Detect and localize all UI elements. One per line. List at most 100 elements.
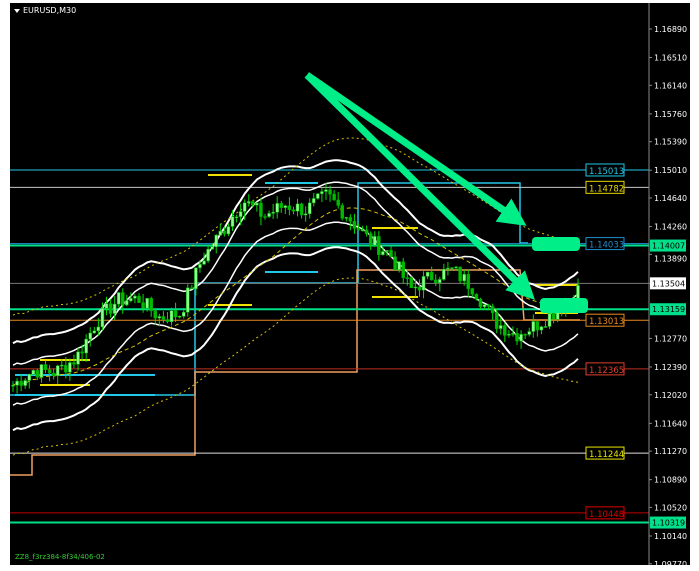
- arrow-icon: [304, 72, 535, 300]
- candle-body: [190, 287, 194, 290]
- candle-body: [503, 325, 507, 336]
- candle-body: [531, 321, 536, 332]
- candle-body: [462, 274, 466, 282]
- candle-body: [295, 203, 300, 212]
- triangle-down-icon[interactable]: [14, 8, 20, 13]
- candle-body: [72, 362, 76, 365]
- candle-body: [332, 193, 336, 201]
- candle-body: [344, 217, 349, 219]
- candle-body: [478, 298, 483, 307]
- channel-step-orange: [10, 269, 580, 476]
- candle-body: [120, 292, 125, 306]
- candle-body: [226, 226, 231, 235]
- candle-body: [230, 216, 235, 227]
- y-tick-label: 1.16890: [654, 25, 687, 34]
- candle-body: [15, 380, 19, 386]
- candle-body: [255, 202, 259, 206]
- candle-body: [442, 268, 446, 280]
- candle-body: [527, 331, 531, 335]
- candle-body: [112, 303, 117, 314]
- level-label-box: [585, 446, 625, 460]
- candle-body: [145, 298, 149, 309]
- level-label: 1.11244: [589, 450, 624, 460]
- moving-average: [12, 207, 579, 386]
- axis-price-marker: [650, 303, 686, 316]
- candle-body: [153, 310, 158, 319]
- candle-body: [450, 267, 454, 269]
- candle-body: [364, 229, 369, 234]
- level-label-box: [585, 313, 625, 327]
- candle-body: [108, 303, 113, 314]
- candle-body: [381, 251, 385, 255]
- axis-price-marker: [650, 239, 686, 252]
- y-tick-label: 1.10890: [654, 476, 687, 485]
- candle-body: [161, 316, 166, 320]
- candle-body: [60, 364, 64, 367]
- candle-body: [27, 374, 32, 381]
- axis-price-label: 1.13159: [652, 305, 685, 314]
- candle-body: [251, 201, 255, 206]
- y-tick-label: 1.15390: [654, 138, 687, 147]
- candle-body: [149, 298, 153, 312]
- candle-body: [446, 267, 450, 270]
- candle-body: [198, 264, 202, 269]
- bollinger-lower-outer: [12, 246, 579, 432]
- candle-body: [470, 288, 475, 295]
- chart-title[interactable]: EURUSD,M30: [14, 6, 76, 15]
- candle-body: [88, 332, 92, 340]
- candle-body: [340, 205, 344, 219]
- candle-body: [474, 293, 479, 300]
- y-tick-label: 1.12390: [654, 363, 687, 372]
- level-label: 1.12365: [589, 366, 624, 376]
- candle-body: [84, 338, 88, 354]
- y-tick-label: 1.15760: [654, 110, 687, 119]
- candle-body: [55, 365, 60, 376]
- candle-body: [165, 319, 170, 322]
- candle-body: [499, 325, 503, 329]
- candle-body: [11, 384, 15, 387]
- candle-body: [494, 312, 499, 329]
- level-label: 1.15013: [589, 167, 624, 177]
- candle-body: [186, 287, 190, 313]
- candle-body: [320, 191, 324, 194]
- candle-body: [267, 213, 271, 217]
- candle-body: [116, 292, 121, 305]
- candle-body: [133, 295, 137, 299]
- level-label-box: [585, 362, 625, 376]
- candle-body: [137, 295, 141, 303]
- candle-body: [96, 326, 101, 332]
- candle-body: [279, 203, 284, 208]
- candle-body: [242, 202, 247, 212]
- candle-body: [35, 370, 40, 378]
- candle-body: [141, 302, 145, 309]
- y-tick-label: 1.15010: [654, 166, 687, 175]
- candle-body: [291, 209, 296, 212]
- candle-body: [413, 286, 418, 289]
- level-label: 1.10448: [589, 510, 624, 520]
- candle-body: [275, 203, 279, 213]
- candle-body: [181, 311, 186, 317]
- plot-area: [10, 72, 649, 524]
- candle-body: [39, 364, 44, 378]
- candle-body: [385, 250, 389, 252]
- candle-body: [336, 199, 340, 206]
- level-label-box: [585, 163, 625, 177]
- candle-body: [482, 304, 487, 307]
- candle-body: [64, 364, 68, 373]
- candle-body: [486, 304, 491, 307]
- candle-body: [360, 229, 365, 232]
- candle-body: [19, 380, 23, 386]
- candle-body: [377, 236, 381, 255]
- candle-body: [214, 234, 218, 248]
- y-tick-label: 1.12770: [654, 334, 687, 343]
- candle-body: [438, 279, 442, 284]
- axis-price-label: 1.10319: [652, 519, 685, 528]
- candle-body: [429, 271, 434, 281]
- candle-body: [466, 274, 471, 289]
- candle-body: [433, 279, 438, 284]
- axis-price-label: 1.14007: [652, 242, 685, 251]
- candle-body: [43, 364, 48, 371]
- candle-body: [177, 316, 182, 318]
- candle-body: [328, 189, 332, 195]
